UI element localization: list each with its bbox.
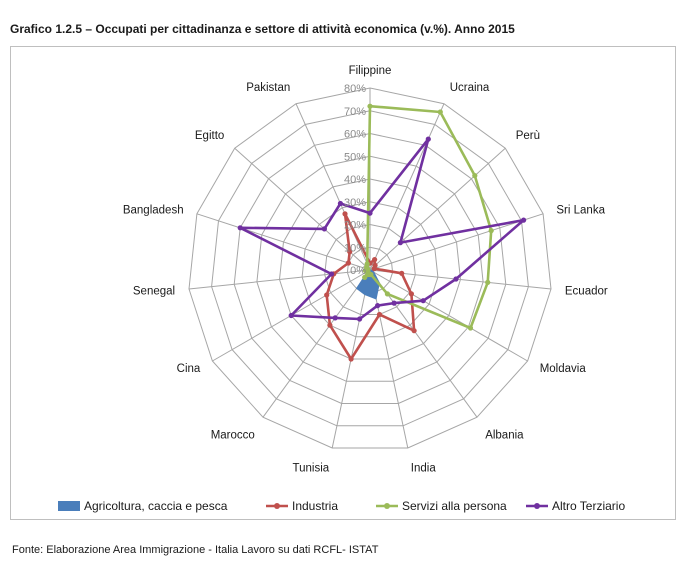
grid-ring xyxy=(278,178,462,360)
r-tick-label: 30% xyxy=(344,197,366,209)
chart-legend: Agricoltura, caccia e pesca Industria Serv… xyxy=(58,499,625,513)
series-3-point xyxy=(367,103,373,109)
grid-spoke xyxy=(369,103,445,271)
series-2-point xyxy=(399,270,405,276)
legend-marker xyxy=(534,503,540,509)
category-label: Tunisia xyxy=(293,463,330,475)
series-2-point xyxy=(372,257,378,263)
grid-ring xyxy=(256,155,484,382)
r-tick-label: 0% xyxy=(350,265,366,277)
series-4-point xyxy=(521,217,527,223)
radial-axis-ticks: 0% 10% 20% 30% 40% 50% 60% 70% 80% xyxy=(344,83,366,277)
grid-spoke xyxy=(369,147,506,271)
chart-frame xyxy=(10,46,676,520)
series-4-point xyxy=(367,210,373,216)
legend-marker xyxy=(384,503,390,509)
series-3-point xyxy=(472,173,478,179)
category-label: Perù xyxy=(516,130,540,142)
series-2-point xyxy=(345,260,351,266)
series-4-point xyxy=(328,271,335,277)
grid-spoke xyxy=(196,213,371,271)
series-3-point xyxy=(437,109,443,115)
radar-series xyxy=(237,103,527,362)
series-2-point xyxy=(348,356,354,362)
series-4-point xyxy=(420,298,426,304)
legend-marker xyxy=(274,503,280,509)
series-2-point xyxy=(327,322,333,328)
r-tick-label: 60% xyxy=(344,129,366,141)
series-4-point xyxy=(425,136,431,142)
grid-ring xyxy=(324,223,416,315)
grid-spoke xyxy=(295,103,371,271)
r-tick-label: 70% xyxy=(344,106,366,118)
series-3-point xyxy=(485,279,491,285)
grid-ring xyxy=(233,132,507,404)
category-label: Sri Lanka xyxy=(556,204,605,216)
series-4-point xyxy=(391,300,397,306)
category-label: Ecuador xyxy=(565,286,608,298)
series-4-point xyxy=(237,225,243,231)
category-label: Albania xyxy=(485,430,524,442)
category-label: Moldavia xyxy=(540,363,587,375)
category-label: Bangladesh xyxy=(123,204,184,216)
series-4-point xyxy=(453,276,459,282)
series-4-point xyxy=(332,315,338,321)
grid-spoke xyxy=(369,213,544,271)
source-note: Fonte: Elaborazione Area Immigrazione - … xyxy=(12,544,379,556)
series-2-point xyxy=(411,328,417,334)
grid-ring xyxy=(188,87,552,449)
series-2-point xyxy=(342,211,348,217)
r-tick-label: 20% xyxy=(344,220,366,232)
category-label: Cina xyxy=(177,363,201,375)
category-label: Marocco xyxy=(211,430,255,442)
series-3-point xyxy=(364,261,370,267)
series-4-point xyxy=(375,303,381,309)
r-tick-label: 80% xyxy=(344,83,366,95)
legend-swatch xyxy=(58,501,80,511)
series-4-point xyxy=(321,226,327,232)
grid-spoke xyxy=(234,147,371,271)
legend-label: Agricoltura, caccia e pesca xyxy=(84,499,228,513)
grid-spoke xyxy=(369,269,528,362)
series-3-point xyxy=(467,325,474,331)
r-tick-label: 40% xyxy=(344,174,366,186)
series-2-point xyxy=(324,292,330,298)
series-2-point xyxy=(376,311,383,318)
r-tick-label: 10% xyxy=(344,242,366,254)
legend-label: Industria xyxy=(292,499,338,513)
series-2-point xyxy=(347,249,353,255)
chart-title: Grafico 1.2.5 – Occupati per cittadinanz… xyxy=(10,22,515,36)
series-3-point xyxy=(488,228,494,234)
series-4-point xyxy=(357,316,363,322)
category-label: Egitto xyxy=(195,130,224,142)
series-3-point xyxy=(384,291,390,297)
grid-spoke xyxy=(188,269,371,290)
grid-ring xyxy=(211,110,529,427)
series-3-point xyxy=(362,274,368,280)
series-4-point xyxy=(337,200,343,207)
grid-spoke xyxy=(369,269,409,449)
legend-label: Servizi alla persona xyxy=(402,499,507,513)
category-label: Filippine xyxy=(349,65,392,77)
category-labels: Filippine Ucraina Perù Sri Lanka Ecuador Mold… xyxy=(123,65,608,475)
legend-label: Altro Terziario xyxy=(552,499,625,513)
series-4-line xyxy=(238,137,525,321)
category-label: Ucraina xyxy=(450,82,490,94)
series-2-point xyxy=(371,266,377,272)
series-2-point xyxy=(408,291,414,297)
r-tick-label: 50% xyxy=(344,151,366,163)
category-label: Senegal xyxy=(133,286,175,298)
category-label: Pakistan xyxy=(246,82,290,94)
grid-spoke xyxy=(262,269,371,418)
series-4-point xyxy=(288,312,294,319)
category-label: India xyxy=(411,463,437,475)
series-4-point xyxy=(397,240,403,246)
